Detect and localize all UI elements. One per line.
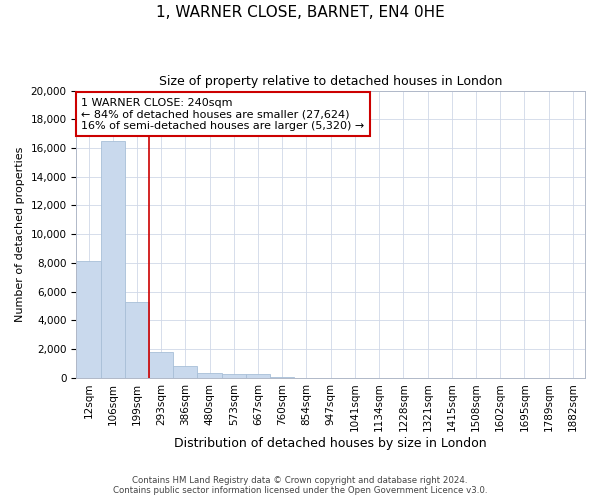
Bar — [197, 373, 222, 378]
Bar — [149, 352, 173, 378]
Y-axis label: Number of detached properties: Number of detached properties — [15, 146, 25, 322]
Text: 1 WARNER CLOSE: 240sqm
← 84% of detached houses are smaller (27,624)
16% of semi: 1 WARNER CLOSE: 240sqm ← 84% of detached… — [82, 98, 365, 131]
Bar — [125, 302, 149, 378]
Bar — [76, 262, 101, 378]
Bar — [270, 377, 295, 378]
Bar — [222, 374, 246, 378]
Text: 1, WARNER CLOSE, BARNET, EN4 0HE: 1, WARNER CLOSE, BARNET, EN4 0HE — [155, 5, 445, 20]
Title: Size of property relative to detached houses in London: Size of property relative to detached ho… — [159, 75, 502, 88]
Bar — [173, 366, 197, 378]
Bar — [101, 141, 125, 378]
Bar — [246, 374, 270, 378]
X-axis label: Distribution of detached houses by size in London: Distribution of detached houses by size … — [175, 437, 487, 450]
Text: Contains HM Land Registry data © Crown copyright and database right 2024.
Contai: Contains HM Land Registry data © Crown c… — [113, 476, 487, 495]
